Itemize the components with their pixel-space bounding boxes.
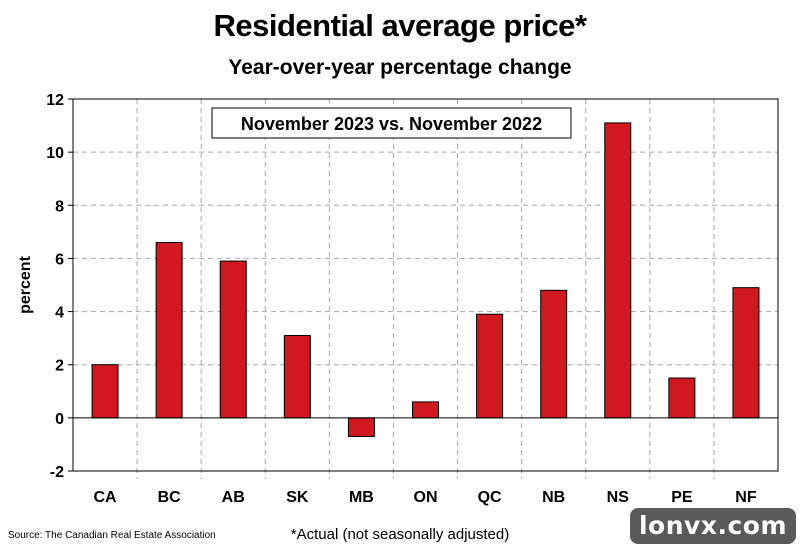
footnote: *Actual (not seasonally adjusted) (0, 526, 800, 543)
x-tick-label: SK (286, 489, 309, 506)
x-tick-label: NF (735, 489, 757, 506)
bar-sk (283, 334, 311, 419)
plot-frame (72, 98, 779, 472)
x-tick-label: PE (671, 489, 693, 506)
bar-bc (155, 241, 183, 419)
bar-pe (668, 377, 696, 419)
y-tick-label: 12 (46, 92, 64, 109)
bar-ab (219, 260, 247, 419)
x-tick-label: QC (478, 489, 502, 506)
bar-mb (347, 417, 375, 437)
x-tick-label: BC (158, 489, 182, 506)
y-tick-label: -2 (50, 464, 64, 481)
watermark: lonvx.com (630, 508, 796, 544)
y-tick-label: 6 (55, 251, 64, 268)
x-tick-label: CA (93, 489, 117, 506)
x-tick-label: NB (542, 489, 565, 506)
bar-ca (91, 364, 119, 419)
y-axis-label: percent (17, 255, 34, 313)
x-tick-label: AB (222, 489, 245, 506)
x-tick-label: ON (414, 489, 438, 506)
chart-title: Residential average price* (213, 8, 587, 43)
bar-qc (476, 313, 504, 419)
y-tick-label: 4 (55, 305, 64, 322)
x-tick-label: NS (607, 489, 630, 506)
footnote-text: *Actual (not seasonally adjusted) (290, 526, 510, 543)
bar-on (412, 401, 439, 419)
y-tick-label: 10 (46, 145, 64, 162)
bar-nb (540, 289, 568, 419)
y-tick-label: 8 (55, 198, 64, 215)
annotation-text: November 2023 vs. November 2022 (241, 114, 542, 134)
chart-subtitle: Year-over-year percentage change (228, 56, 572, 79)
source-note: Source: The Canadian Real Estate Associa… (8, 530, 216, 541)
bar-nf (732, 287, 760, 419)
annotation-box (211, 107, 572, 139)
bar-ns (604, 122, 632, 419)
y-tick-label: 0 (55, 411, 64, 428)
x-tick-label: MB (349, 489, 374, 506)
y-tick-label: 2 (55, 358, 64, 375)
